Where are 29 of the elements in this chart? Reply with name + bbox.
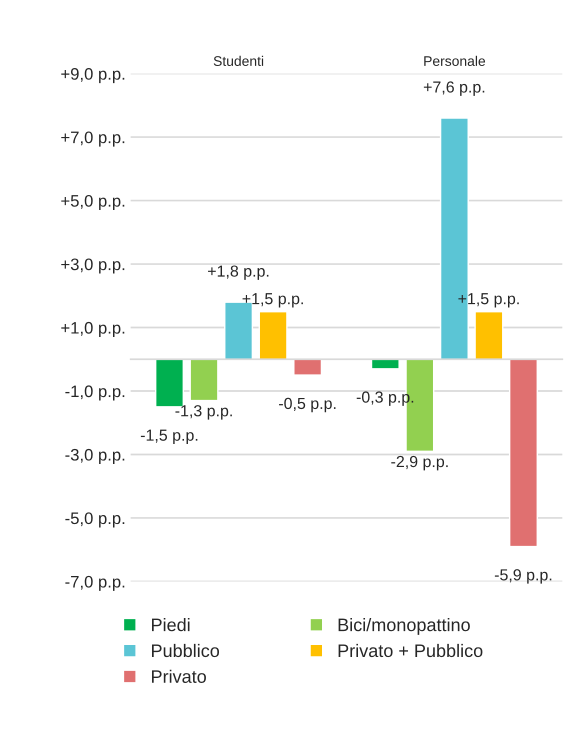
x-tick-label: Personale (424, 56, 486, 66)
y-tick-label: +3,0 p.p. (61, 258, 124, 274)
data-label: -1,3 p.p. (175, 405, 232, 420)
legend-label: Privato (152, 670, 206, 683)
legend-label: Privato + Pubblico (338, 644, 482, 658)
bar (474, 310, 504, 360)
y-tick-label: -3,0 p.p. (65, 448, 124, 464)
y-tick-label: +9,0 p.p. (61, 68, 124, 84)
data-label: +7,6 p.p. (424, 81, 484, 96)
data-label: -5,9 p.p. (494, 569, 552, 584)
y-tick-label: +7,0 p.p. (61, 131, 124, 147)
data-label: -1,5 p.p. (140, 430, 198, 444)
x-tick-label: Studenti (214, 56, 264, 66)
legend-label: Pubblico (152, 644, 220, 658)
y-tick-label: -1,0 p.p. (65, 385, 124, 400)
bar (258, 310, 288, 360)
data-label: -0,5 p.p. (279, 398, 336, 412)
legend-label: Piedi (152, 618, 190, 632)
bar (508, 358, 538, 548)
data-label: -2,9 p.p. (391, 456, 448, 470)
y-tick-label: +5,0 p.p. (61, 194, 124, 210)
data-label: +1,5 p.p. (242, 293, 303, 308)
legend-label: Bici/monopattino (338, 618, 470, 635)
data-label: +1,8 p.p. (208, 265, 268, 280)
y-tick-label: -7,0 p.p. (65, 576, 124, 591)
bar (293, 358, 322, 376)
bar (190, 358, 219, 402)
y-tick-label: -5,0 p.p. (65, 512, 124, 528)
y-tick-label: +1,0 p.p. (61, 322, 124, 338)
